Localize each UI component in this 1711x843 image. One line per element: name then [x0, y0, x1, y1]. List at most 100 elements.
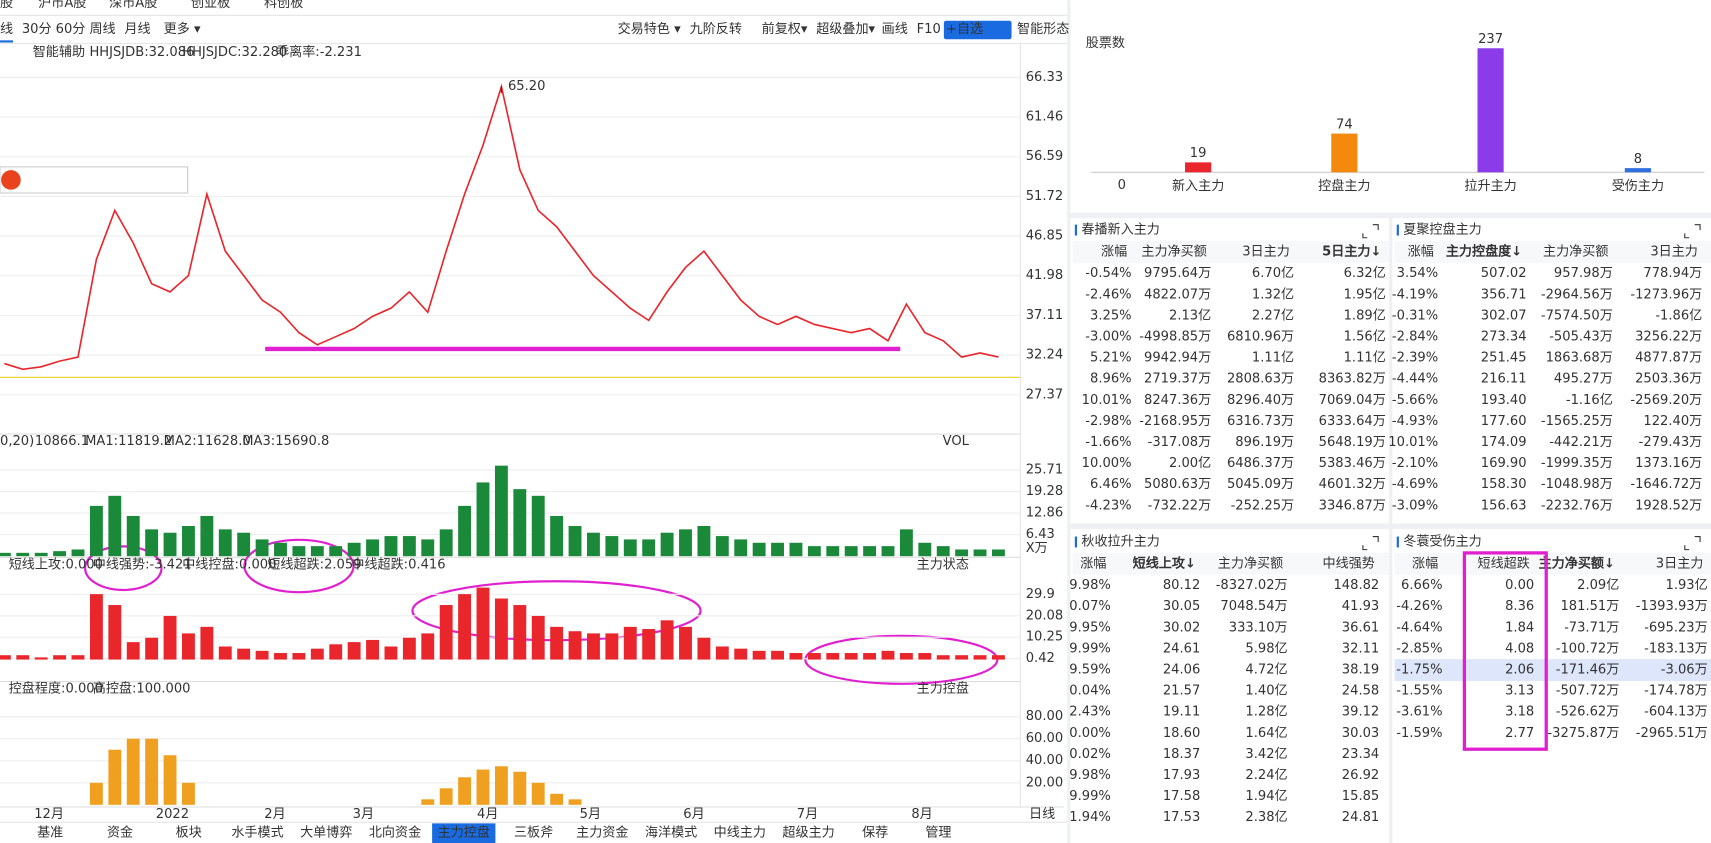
table-cell[interactable]: 0.04%: [1069, 684, 1111, 699]
table-cell[interactable]: 3.18: [1505, 705, 1534, 720]
column-header[interactable]: 涨幅: [1080, 555, 1106, 571]
bottom-tab[interactable]: 水手模式: [231, 825, 283, 841]
table-cell[interactable]: 158.30: [1481, 477, 1527, 492]
column-header[interactable]: 主力控盘度↓: [1446, 242, 1522, 259]
table-cell[interactable]: 1863.68万: [1546, 351, 1613, 366]
market-tab[interactable]: 科创板: [264, 0, 303, 11]
table-cell[interactable]: -2168.95万: [1139, 414, 1211, 429]
add-watch-button[interactable]: [943, 20, 1012, 40]
table-cell[interactable]: 5080.63万: [1144, 477, 1211, 492]
table-cell[interactable]: 5.21%: [1090, 351, 1132, 366]
bottom-tab[interactable]: 三板斧: [514, 825, 553, 841]
expand-icon[interactable]: [1362, 536, 1379, 551]
table-cell[interactable]: -4.23%: [1085, 498, 1131, 513]
table-cell[interactable]: 3.54%: [1397, 266, 1439, 281]
table-cell[interactable]: -8327.02万: [1216, 578, 1288, 593]
table-cell[interactable]: 9942.94万: [1144, 351, 1211, 366]
column-header[interactable]: 主力净买额: [1141, 243, 1206, 259]
table-cell[interactable]: 32.11: [1342, 641, 1379, 656]
table-cell[interactable]: -505.43万: [1549, 330, 1613, 345]
bottom-tab[interactable]: 主力控盘: [438, 824, 490, 841]
table-cell[interactable]: -2964.56万: [1541, 287, 1613, 302]
table-cell[interactable]: 2.38亿: [1245, 809, 1287, 825]
table-cell[interactable]: -0.54%: [1085, 266, 1131, 281]
table-cell[interactable]: -2.10%: [1392, 456, 1438, 471]
table-cell[interactable]: -1999.35万: [1541, 456, 1613, 471]
toolbar-tool[interactable]: 九阶反转: [690, 21, 742, 37]
column-header[interactable]: 3日主力: [1656, 555, 1704, 571]
bottom-tab[interactable]: 资金: [107, 825, 133, 841]
table-cell[interactable]: 15.85: [1342, 789, 1379, 804]
market-tab[interactable]: 股: [0, 0, 13, 11]
table-cell[interactable]: 2.27亿: [1252, 307, 1294, 323]
bottom-tab[interactable]: 海洋模式: [645, 825, 697, 841]
table-cell[interactable]: 1.94%: [1069, 810, 1111, 825]
bottom-tab[interactable]: 基准: [37, 825, 63, 841]
table-cell[interactable]: 4822.07万: [1144, 287, 1211, 302]
table-cell[interactable]: 18.37: [1163, 747, 1200, 762]
table-cell[interactable]: 333.10万: [1229, 620, 1288, 635]
table-cell[interactable]: -1.75%: [1396, 663, 1442, 678]
table-cell[interactable]: 6810.96万: [1227, 330, 1294, 345]
table-cell[interactable]: 30.05: [1163, 599, 1200, 614]
table-cell[interactable]: 2808.63万: [1227, 372, 1294, 387]
table-cell[interactable]: -4.26%: [1396, 599, 1442, 614]
table-cell[interactable]: 30.03: [1342, 726, 1379, 741]
table-cell[interactable]: -174.78万: [1644, 684, 1708, 699]
table-cell[interactable]: 2503.36万: [1635, 372, 1702, 387]
table-cell[interactable]: -1.86亿: [1655, 307, 1702, 323]
table-cell[interactable]: 2.00亿: [1169, 455, 1211, 471]
table-cell[interactable]: 9.59%: [1069, 663, 1111, 678]
table-cell[interactable]: 302.07: [1481, 308, 1527, 323]
table-cell[interactable]: 0.02%: [1069, 747, 1111, 762]
table-cell[interactable]: 8.96%: [1090, 372, 1132, 387]
table-cell[interactable]: -171.46万: [1556, 663, 1620, 678]
table-cell[interactable]: -1.55%: [1396, 684, 1442, 699]
market-tab[interactable]: 创业板: [191, 0, 230, 11]
table-cell[interactable]: -695.23万: [1644, 620, 1708, 635]
table-cell[interactable]: 6316.73万: [1227, 414, 1294, 429]
table-cell[interactable]: 6.66%: [1401, 578, 1443, 593]
column-header[interactable]: 涨幅: [1101, 243, 1127, 259]
table-cell[interactable]: -73.71万: [1564, 620, 1619, 635]
table-cell[interactable]: 9.98%: [1069, 578, 1111, 593]
table-cell[interactable]: 2.24亿: [1245, 767, 1287, 783]
table-cell[interactable]: 1.94亿: [1245, 788, 1287, 804]
table-cell[interactable]: 38.19: [1342, 663, 1379, 678]
table-cell[interactable]: 177.60: [1481, 414, 1527, 429]
table-cell[interactable]: 5045.09万: [1227, 477, 1294, 492]
table-cell[interactable]: 30.02: [1163, 620, 1200, 635]
table-cell[interactable]: -4.64%: [1396, 620, 1442, 635]
table-cell[interactable]: 9795.64万: [1144, 266, 1211, 281]
table-cell[interactable]: 169.90: [1481, 456, 1527, 471]
column-header[interactable]: 中线强势: [1323, 555, 1375, 571]
table-cell[interactable]: -1393.93万: [1636, 599, 1708, 614]
bottom-tab[interactable]: 大单博弈: [300, 825, 352, 841]
toolbar-tool[interactable]: 画线: [882, 21, 908, 37]
table-cell[interactable]: -1.66%: [1085, 435, 1131, 450]
table-cell[interactable]: 1.95亿: [1344, 286, 1386, 302]
table-cell[interactable]: 24.81: [1342, 810, 1379, 825]
table-cell[interactable]: -2.39%: [1392, 351, 1438, 366]
table-cell[interactable]: 8363.82万: [1319, 372, 1386, 387]
table-cell[interactable]: 23.34: [1342, 747, 1379, 762]
table-cell[interactable]: -183.13万: [1644, 641, 1708, 656]
table-cell[interactable]: 7048.54万: [1220, 599, 1287, 614]
bottom-tab[interactable]: 超级主力: [782, 825, 834, 841]
table-cell[interactable]: 2.06: [1505, 663, 1534, 678]
table-cell[interactable]: 2.43%: [1069, 705, 1111, 720]
table-cell[interactable]: -4.44%: [1392, 372, 1438, 387]
table-cell[interactable]: 8.36: [1505, 599, 1534, 614]
table-cell[interactable]: 24.61: [1163, 641, 1200, 656]
table-cell[interactable]: 17.58: [1163, 789, 1200, 804]
table-cell[interactable]: -526.62万: [1556, 705, 1620, 720]
column-header[interactable]: 主力净买额: [1543, 243, 1608, 259]
column-header[interactable]: 5日主力↓: [1322, 242, 1381, 259]
toolbar-tool[interactable]: 前复权▾: [762, 20, 808, 37]
table-cell[interactable]: 9.99%: [1069, 641, 1111, 656]
table-cell[interactable]: 18.60: [1163, 726, 1200, 741]
table-cell[interactable]: 156.63: [1481, 498, 1527, 513]
table-cell[interactable]: 9.98%: [1069, 768, 1111, 783]
table-cell[interactable]: 0.00: [1505, 578, 1534, 593]
table-cell[interactable]: 216.11: [1481, 372, 1527, 387]
